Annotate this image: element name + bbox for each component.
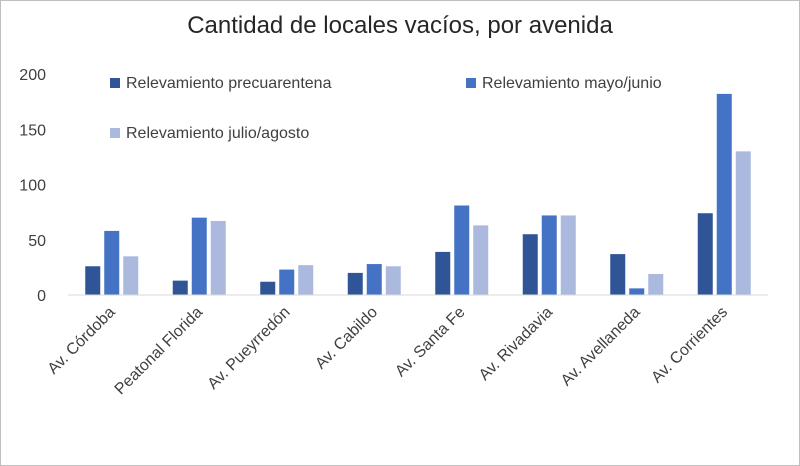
legend-label: Relevamiento mayo/junio bbox=[482, 75, 662, 92]
bar bbox=[85, 266, 101, 295]
x-tick-label: Av. Cabildo bbox=[312, 304, 381, 373]
legend-label: Relevamiento precuarentena bbox=[126, 75, 332, 92]
bar bbox=[560, 215, 576, 295]
y-tick-label: 200 bbox=[19, 67, 46, 84]
legend-swatch bbox=[110, 128, 120, 138]
bar bbox=[435, 251, 451, 295]
bar bbox=[454, 205, 470, 295]
bar bbox=[123, 256, 139, 295]
x-tick-label: Av. Corrientes bbox=[648, 304, 731, 387]
legend-swatch bbox=[466, 78, 476, 88]
bar bbox=[172, 280, 188, 295]
x-tick-label: Av. Córdoba bbox=[45, 304, 119, 378]
bar bbox=[191, 217, 207, 295]
x-tick-label: Av. Santa Fe bbox=[392, 304, 468, 380]
y-tick-label: 0 bbox=[37, 288, 46, 305]
bar bbox=[610, 254, 626, 295]
bar bbox=[541, 215, 557, 295]
y-tick-label: 50 bbox=[28, 233, 46, 250]
bar bbox=[385, 266, 401, 295]
y-tick-label: 150 bbox=[19, 122, 46, 139]
x-tick-label: Av. Avellaneda bbox=[558, 304, 644, 390]
bar bbox=[260, 281, 276, 295]
x-tick-label: Av. Pueyrredón bbox=[205, 304, 294, 393]
bar bbox=[366, 264, 382, 295]
chart-title: Cantidad de locales vacíos, por avenida bbox=[187, 12, 613, 39]
bar bbox=[716, 93, 732, 295]
bar bbox=[347, 272, 363, 295]
bar bbox=[697, 213, 713, 295]
bar bbox=[473, 225, 489, 295]
bar bbox=[648, 274, 664, 295]
y-tick-label: 100 bbox=[19, 178, 46, 195]
x-tick-label: Av. Rivadavia bbox=[476, 304, 556, 384]
legend-label: Relevamiento julio/agosto bbox=[126, 125, 309, 142]
bar bbox=[522, 234, 538, 295]
bar bbox=[298, 265, 314, 295]
bar bbox=[279, 269, 295, 295]
bar bbox=[210, 220, 226, 295]
x-tick-label: Peatonal Florida bbox=[112, 304, 206, 398]
legend-swatch bbox=[110, 78, 120, 88]
bar bbox=[735, 151, 751, 295]
bar bbox=[629, 288, 645, 295]
bar bbox=[104, 230, 120, 295]
